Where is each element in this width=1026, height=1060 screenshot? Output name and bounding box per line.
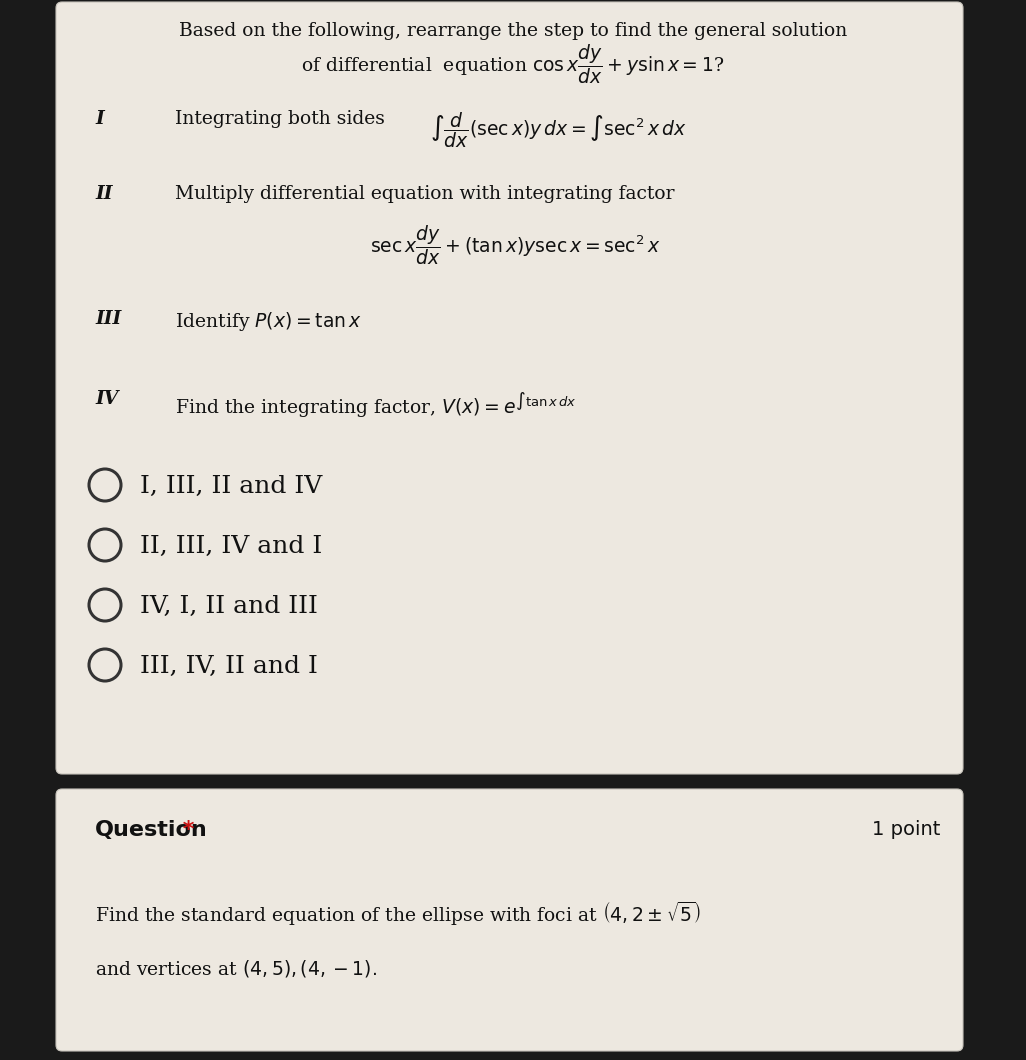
- Text: $\int\dfrac{d}{dx}(\sec x)y\,dx=\int\sec^2 x\,dx$: $\int\dfrac{d}{dx}(\sec x)y\,dx=\int\sec…: [430, 110, 686, 149]
- Text: III: III: [95, 310, 121, 328]
- Text: II, III, IV and I: II, III, IV and I: [140, 535, 322, 558]
- Text: $\sec x\dfrac{dy}{dx}+(\tan x)y\sec x=\sec^2 x$: $\sec x\dfrac{dy}{dx}+(\tan x)y\sec x=\s…: [370, 223, 661, 267]
- Text: Find the standard equation of the ellipse with foci at $\left(4,2\pm\sqrt{5}\rig: Find the standard equation of the ellips…: [95, 900, 702, 929]
- Text: Identify $P(x)=\tan x$: Identify $P(x)=\tan x$: [175, 310, 362, 333]
- Text: Based on the following, rearrange the step to find the general solution: Based on the following, rearrange the st…: [179, 22, 847, 40]
- FancyBboxPatch shape: [56, 789, 963, 1052]
- Text: I, III, II and IV: I, III, II and IV: [140, 475, 322, 498]
- Text: 1 point: 1 point: [872, 820, 940, 840]
- Text: and vertices at $\left(4,5\right),\left(4,-1\right).$: and vertices at $\left(4,5\right),\left(…: [95, 958, 377, 979]
- Text: IV: IV: [95, 390, 118, 408]
- Text: Integrating both sides: Integrating both sides: [175, 110, 385, 128]
- Text: Question: Question: [95, 820, 207, 840]
- Text: of differential  equation $\cos x\dfrac{dy}{dx}+y\sin x=1$?: of differential equation $\cos x\dfrac{d…: [302, 42, 724, 86]
- FancyBboxPatch shape: [56, 2, 963, 774]
- Text: *: *: [175, 820, 194, 840]
- Text: Find the integrating factor, $V(x)=e^{\int\tan x\,dx}$: Find the integrating factor, $V(x)=e^{\i…: [175, 390, 577, 420]
- Text: IV, I, II and III: IV, I, II and III: [140, 595, 318, 618]
- Text: I: I: [95, 110, 104, 128]
- Text: Multiply differential equation with integrating factor: Multiply differential equation with inte…: [175, 186, 674, 204]
- Text: II: II: [95, 186, 113, 204]
- Text: III, IV, II and I: III, IV, II and I: [140, 655, 318, 678]
